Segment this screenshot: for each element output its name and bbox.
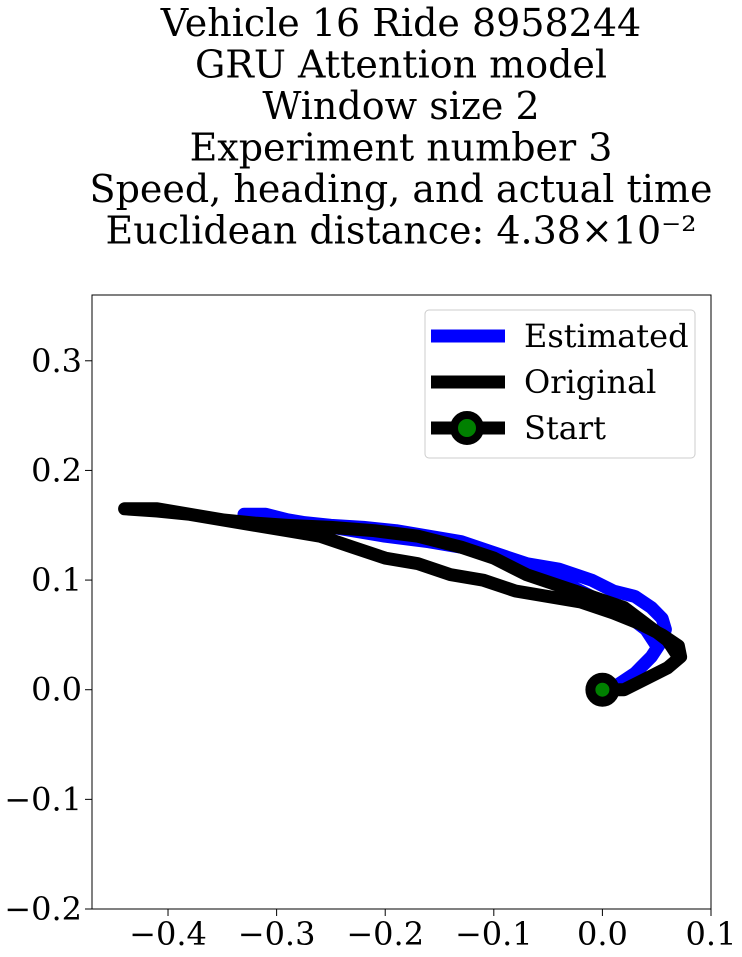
legend-swatch-start-marker: [450, 411, 484, 445]
y-tick-label: 0.0: [31, 671, 82, 709]
legend-label-estimated: Estimated: [524, 317, 689, 355]
title-line-4: Experiment number 3: [190, 126, 613, 170]
x-axis: −0.4 −0.3 −0.2 −0.1 0.0 0.1: [129, 909, 736, 953]
title-line-5: Speed, heading, and actual time: [90, 167, 713, 211]
x-tick-label: 0.0: [577, 915, 628, 953]
y-axis: −0.2 −0.1 0.0 0.1 0.2 0.3: [4, 342, 92, 928]
x-tick-label: −0.3: [238, 915, 316, 953]
y-tick-label: 0.2: [31, 451, 82, 489]
series-group: [118, 502, 688, 707]
y-tick-label: 0.3: [31, 342, 82, 380]
title-line-3: Window size 2: [262, 84, 539, 128]
legend-label-original: Original: [524, 363, 656, 401]
legend-label-start: Start: [524, 409, 606, 447]
legend-frame: [424, 309, 696, 459]
y-tick-label: −0.2: [4, 890, 82, 928]
series-line-original: [118, 502, 688, 697]
y-tick-label: −0.1: [4, 780, 82, 818]
y-tick-label: 0.1: [31, 561, 82, 599]
x-tick-label: 0.1: [686, 915, 737, 953]
plot-frame: [91, 294, 712, 910]
title-line-2: GRU Attention model: [195, 43, 607, 87]
x-tick-label: −0.2: [346, 915, 424, 953]
start-marker: [585, 672, 620, 707]
x-tick-label: −0.4: [129, 915, 207, 953]
legend: Estimated Original Start: [424, 309, 696, 459]
title-line-6: Euclidean distance: 4.38×10⁻²: [106, 209, 697, 253]
title-line-1: Vehicle 16 Ride 8958244: [160, 1, 641, 45]
x-tick-label: −0.1: [455, 915, 533, 953]
